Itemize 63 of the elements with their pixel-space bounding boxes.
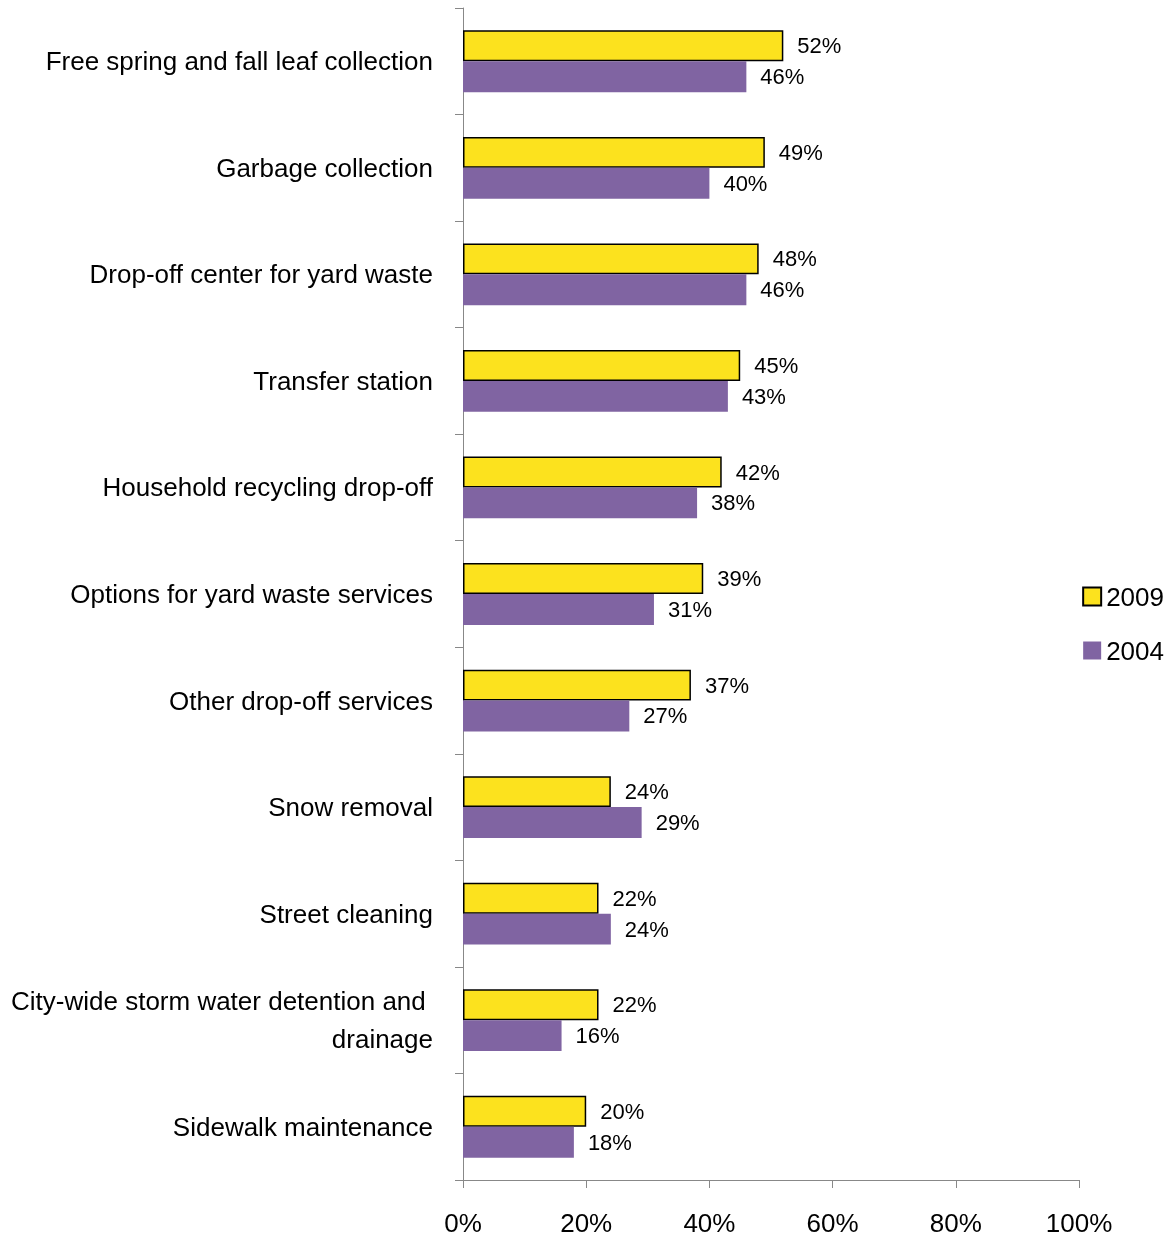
bar — [463, 594, 654, 625]
x-tick-label: 20% — [560, 1208, 613, 1238]
data-label: 29% — [655, 810, 700, 836]
bar — [463, 380, 728, 412]
x-tick-label: 40% — [683, 1208, 736, 1238]
data-label: 20% — [600, 1098, 645, 1124]
bar — [463, 167, 710, 199]
data-label: 22% — [612, 992, 657, 1018]
data-label: 46% — [760, 64, 805, 90]
bar — [463, 882, 599, 914]
data-label: 38% — [711, 490, 756, 516]
x-tick-label: 0% — [444, 1208, 482, 1238]
bar — [463, 456, 722, 488]
data-label: 39% — [717, 566, 762, 592]
bar — [463, 1020, 562, 1052]
y-tick-label: Free spring and fall leaf collection — [45, 46, 433, 77]
y-tick-label: Household recycling drop-off — [102, 472, 434, 503]
data-label: 31% — [667, 596, 713, 622]
bar — [463, 274, 747, 306]
data-label: 52% — [797, 33, 842, 59]
data-label: 18% — [587, 1129, 632, 1155]
y-tick-label: Sidewalk maintenance — [172, 1111, 433, 1142]
y-tick-label: Drop-off center for yard waste — [89, 259, 433, 290]
data-label: 27% — [643, 703, 688, 729]
bar — [463, 989, 599, 1021]
data-label: 46% — [760, 277, 805, 303]
y-tick-label: Options for yard waste services — [70, 579, 433, 609]
data-label: 45% — [754, 352, 799, 378]
bar — [463, 776, 611, 808]
bar — [463, 669, 691, 701]
data-label: 49% — [778, 139, 823, 165]
bar — [463, 30, 784, 62]
bar — [463, 913, 611, 945]
bar — [463, 563, 704, 594]
data-label: 24% — [624, 779, 669, 805]
y-tick-label: Transfer station — [253, 365, 433, 396]
y-tick-label: Garbage collection — [216, 152, 433, 183]
y-tick-label: Other drop-off services — [169, 685, 433, 716]
bar — [463, 61, 747, 93]
y-tick-label: Snow removal — [268, 792, 433, 823]
legend-label: 2009 — [1106, 581, 1164, 612]
data-label: 37% — [704, 672, 749, 698]
y-tick-label: Street cleaning — [259, 898, 433, 929]
bar — [463, 487, 698, 519]
data-label: 16% — [575, 1023, 620, 1049]
x-tick-label: 80% — [929, 1208, 982, 1238]
bar — [463, 1126, 574, 1158]
x-tick-label: 100% — [1045, 1208, 1113, 1238]
x-tick-label: 60% — [806, 1208, 859, 1238]
data-label: 43% — [741, 383, 786, 409]
data-label: 48% — [772, 246, 817, 272]
bar — [463, 700, 630, 732]
bar — [463, 350, 741, 381]
y-tick-label: City-wide storm water detention and drainage — [11, 986, 433, 1055]
data-label: 22% — [612, 885, 657, 911]
bar — [463, 1095, 587, 1127]
legend-label: 2004 — [1106, 635, 1164, 666]
data-label: 24% — [624, 916, 669, 942]
data-label: 42% — [735, 459, 780, 485]
bar — [463, 136, 765, 168]
data-label: 40% — [723, 170, 768, 196]
bar — [463, 243, 759, 275]
bar — [463, 807, 642, 838]
